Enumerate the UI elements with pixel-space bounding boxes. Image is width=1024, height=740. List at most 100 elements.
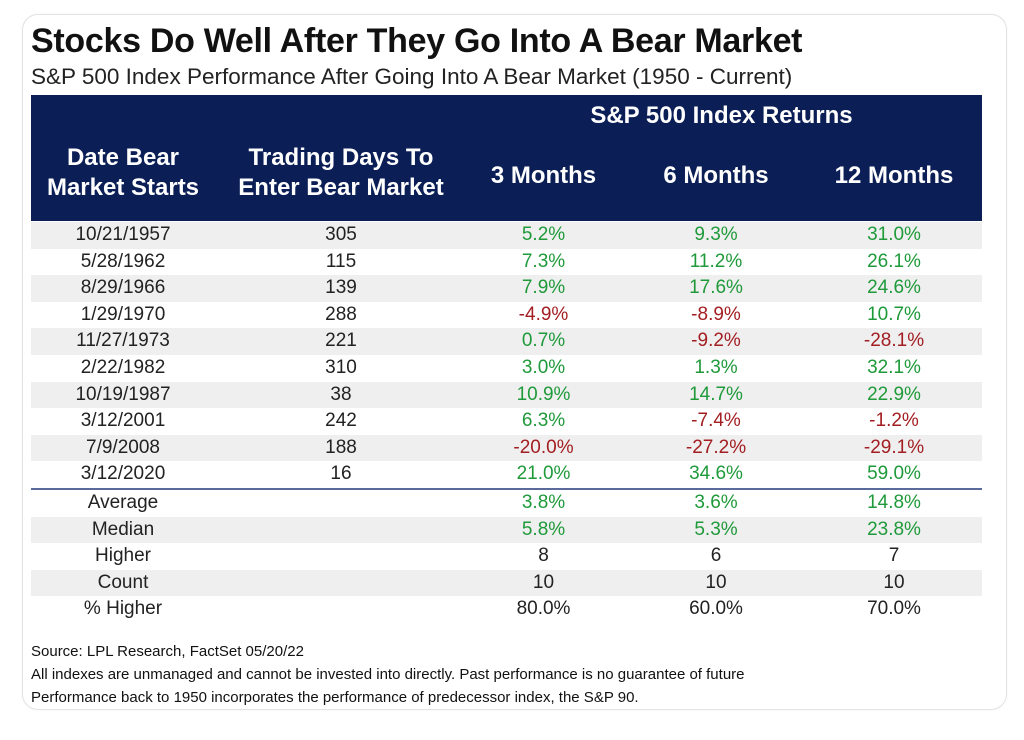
table-cell: 38 xyxy=(221,382,461,409)
table-cell: Higher xyxy=(31,543,215,570)
table-cell: 310 xyxy=(221,355,461,382)
table-cell: 14.8% xyxy=(806,490,982,517)
table-cell: 60.0% xyxy=(631,596,801,623)
table-cell: -8.9% xyxy=(631,302,801,329)
table-cell: 5/28/1962 xyxy=(31,249,215,276)
table-cell: 8/29/1966 xyxy=(31,275,215,302)
chart-title: Stocks Do Well After They Go Into A Bear… xyxy=(31,21,991,61)
table-cell: -4.9% xyxy=(461,302,626,329)
summary-row: Median 5.8% 5.3% 23.8% xyxy=(31,517,982,544)
summary-row: Count 10 10 10 xyxy=(31,570,982,597)
table-cell: 24.6% xyxy=(806,275,982,302)
table-cell: 10 xyxy=(806,570,982,597)
methodology-note: Performance back to 1950 incorporates th… xyxy=(31,689,639,706)
table-cell: 3/12/2020 xyxy=(31,461,215,488)
table-cell: 188 xyxy=(221,435,461,462)
table-cell: 10/21/1957 xyxy=(31,222,215,249)
table-cell: 2/22/1982 xyxy=(31,355,215,382)
table-cell: 5.2% xyxy=(461,222,626,249)
source-note: Source: LPL Research, FactSet 05/20/22 xyxy=(31,643,304,660)
table-header: Date Bear Market Starts Trading Days To … xyxy=(31,95,982,221)
table-row: 11/27/1973 221 0.7% -9.2% -28.1% xyxy=(31,328,982,355)
table-cell: 6 xyxy=(631,543,801,570)
table-row: 3/12/2020 16 21.0% 34.6% 59.0% xyxy=(31,461,982,488)
table-cell: 10 xyxy=(631,570,801,597)
header-days-line2: Enter Bear Market xyxy=(221,173,461,203)
table-cell: -27.2% xyxy=(631,435,801,462)
table-cell: 34.6% xyxy=(631,461,801,488)
table-cell: 70.0% xyxy=(806,596,982,623)
tweet-image-card: Stocks Do Well After They Go Into A Bear… xyxy=(22,14,1007,710)
table-row: 10/19/1987 38 10.9% 14.7% 22.9% xyxy=(31,382,982,409)
table-cell: -9.2% xyxy=(631,328,801,355)
chart-subtitle: S&P 500 Index Performance After Going In… xyxy=(31,63,991,91)
table-cell: 3/12/2001 xyxy=(31,408,215,435)
header-6-months: 6 Months xyxy=(631,161,801,191)
table-cell: Count xyxy=(31,570,215,597)
table-cell: 139 xyxy=(221,275,461,302)
table-cell: 3.8% xyxy=(461,490,626,517)
summary-row: % Higher 80.0% 60.0% 70.0% xyxy=(31,596,982,623)
table-cell: 26.1% xyxy=(806,249,982,276)
table-cell: 1/29/1970 xyxy=(31,302,215,329)
table-cell: 10.9% xyxy=(461,382,626,409)
table-cell: -1.2% xyxy=(806,408,982,435)
summary-row: Average 3.8% 3.6% 14.8% xyxy=(31,490,982,517)
table-cell: 10/19/1987 xyxy=(31,382,215,409)
table-cell: 3.6% xyxy=(631,490,801,517)
header-3-months: 3 Months xyxy=(461,161,626,191)
table-cell: 9.3% xyxy=(631,222,801,249)
table-cell: 7 xyxy=(806,543,982,570)
table-cell: 11/27/1973 xyxy=(31,328,215,355)
table-cell: 288 xyxy=(221,302,461,329)
table-row: 10/21/1957 305 5.2% 9.3% 31.0% xyxy=(31,222,982,249)
table-cell: 1.3% xyxy=(631,355,801,382)
table-cell: 23.8% xyxy=(806,517,982,544)
table-cell: 7.3% xyxy=(461,249,626,276)
table-cell: 22.9% xyxy=(806,382,982,409)
table-cell: 8 xyxy=(461,543,626,570)
table-cell: 11.2% xyxy=(631,249,801,276)
table-cell: 10.7% xyxy=(806,302,982,329)
table-row: 5/28/1962 115 7.3% 11.2% 26.1% xyxy=(31,249,982,276)
table-cell: 21.0% xyxy=(461,461,626,488)
table-row: 1/29/1970 288 -4.9% -8.9% 10.7% xyxy=(31,302,982,329)
header-date: Date Bear Market Starts xyxy=(31,143,215,203)
table-row: 7/9/2008 188 -20.0% -27.2% -29.1% xyxy=(31,435,982,462)
table-cell: -20.0% xyxy=(461,435,626,462)
header-returns-group: S&P 500 Index Returns xyxy=(461,101,982,131)
table-cell: 31.0% xyxy=(806,222,982,249)
header-12-months: 12 Months xyxy=(806,161,982,191)
summary-row: Higher 8 6 7 xyxy=(31,543,982,570)
table-cell: 16 xyxy=(221,461,461,488)
disclaimer-note: All indexes are unmanaged and cannot be … xyxy=(31,666,745,683)
table-cell: 32.1% xyxy=(806,355,982,382)
header-trading-days: Trading Days To Enter Bear Market xyxy=(221,143,461,203)
table-cell: 14.7% xyxy=(631,382,801,409)
table-cell: 6.3% xyxy=(461,408,626,435)
table-cell: 305 xyxy=(221,222,461,249)
header-date-line2: Market Starts xyxy=(31,173,215,203)
table-body: 10/21/1957 305 5.2% 9.3% 31.0% 5/28/1962 115 7.… xyxy=(31,222,982,623)
table-cell: 59.0% xyxy=(806,461,982,488)
table-cell: 5.3% xyxy=(631,517,801,544)
table-cell: 7.9% xyxy=(461,275,626,302)
table-row: 3/12/2001 242 6.3% -7.4% -1.2% xyxy=(31,408,982,435)
table-cell: 7/9/2008 xyxy=(31,435,215,462)
table-row: 2/22/1982 310 3.0% 1.3% 32.1% xyxy=(31,355,982,382)
table-cell: % Higher xyxy=(31,596,215,623)
table-cell: 10 xyxy=(461,570,626,597)
table-cell: 80.0% xyxy=(461,596,626,623)
header-days-line1: Trading Days To xyxy=(221,143,461,173)
table-cell: 115 xyxy=(221,249,461,276)
table-cell: Median xyxy=(31,517,215,544)
table-cell: 242 xyxy=(221,408,461,435)
table-cell: 0.7% xyxy=(461,328,626,355)
table-cell: -28.1% xyxy=(806,328,982,355)
table-cell: -7.4% xyxy=(631,408,801,435)
table-cell: 17.6% xyxy=(631,275,801,302)
table-figure: Stocks Do Well After They Go Into A Bear… xyxy=(31,21,991,91)
table-cell: -29.1% xyxy=(806,435,982,462)
header-date-line1: Date Bear xyxy=(31,143,215,173)
table-row: 8/29/1966 139 7.9% 17.6% 24.6% xyxy=(31,275,982,302)
